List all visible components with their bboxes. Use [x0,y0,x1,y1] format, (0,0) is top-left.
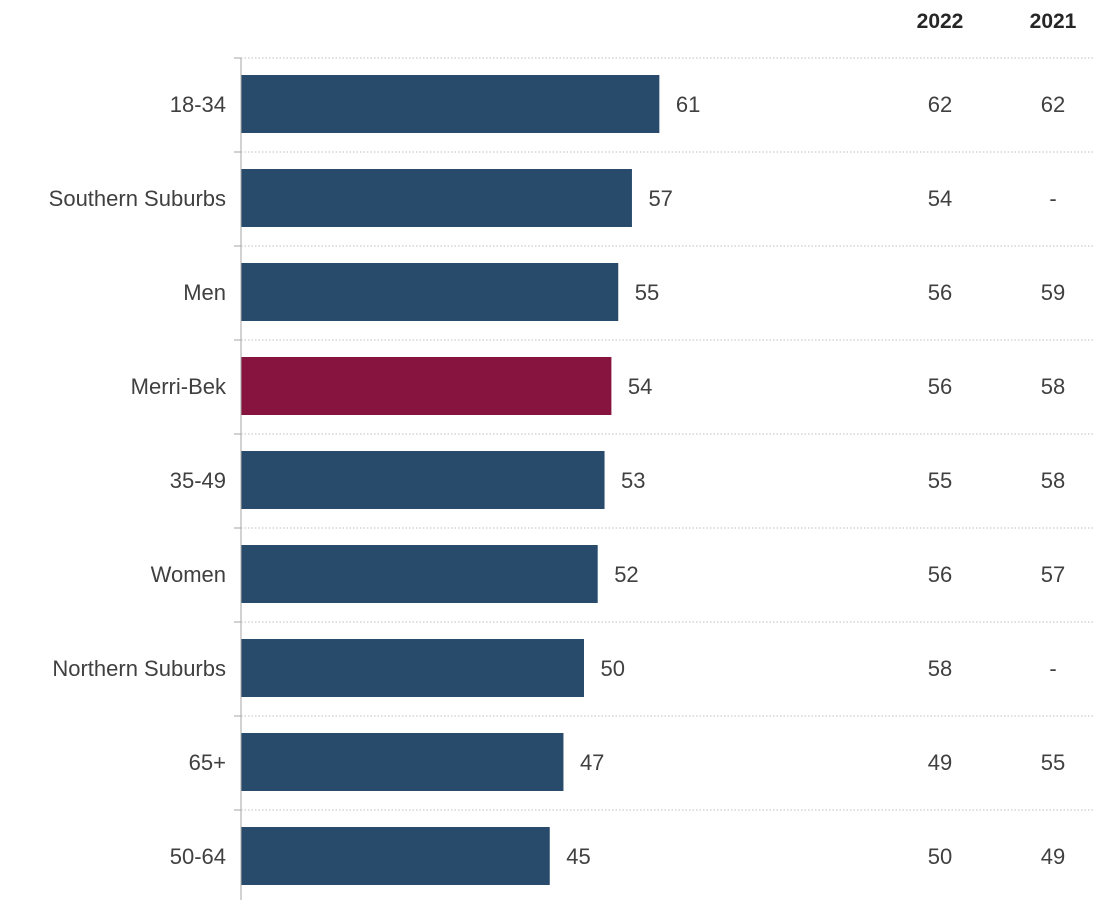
value-labels: 61 57 55 54 53 52 50 47 45 [566,92,700,869]
bar-18-34 [241,75,660,133]
table-cell-2022: 56 [928,374,952,399]
bar-50-64 [241,827,550,885]
table-cell-2022: 50 [928,844,952,869]
table-cell-2021: 55 [1041,750,1065,775]
data-label: 57 [648,186,672,211]
category-labels: 18-34 Southern Suburbs Men Merri-Bek 35-49 Wo… [49,92,227,869]
bar-men [241,263,619,321]
comparison-table: 2022 2021 62 62 54 - 56 59 56 58 55 58 56 57 58 - 49 55 50… [917,10,1077,869]
table-cell-2022: 49 [928,750,952,775]
bar-merri-bek [241,357,612,415]
column-header-2021: 2021 [1030,10,1077,33]
category-label: Northern Suburbs [52,656,226,681]
category-label: Men [183,280,226,305]
data-label: 45 [566,844,590,869]
table-cell-2021: - [1049,186,1056,211]
table-cell-2021: - [1049,656,1056,681]
y-axis [234,57,242,900]
bar-women [241,545,598,603]
table-cell-2022: 55 [928,468,952,493]
bar-65- [241,733,564,791]
table-cell-2022: 54 [928,186,952,211]
category-label: Merri-Bek [131,374,227,399]
table-cell-2021: 62 [1041,92,1065,117]
category-label: 65+ [189,750,226,775]
category-label: 35-49 [170,468,226,493]
bars [241,75,660,885]
category-label: Women [151,562,226,587]
bar-southern-suburbs [241,169,632,227]
column-header-2022: 2022 [917,10,964,33]
data-label: 55 [635,280,659,305]
table-cell-2021: 58 [1041,468,1065,493]
category-label: 50-64 [170,844,226,869]
data-label: 52 [614,562,638,587]
table-cell-2021: 58 [1041,374,1065,399]
data-label: 61 [676,92,700,117]
table-cell-2022: 56 [928,280,952,305]
category-label: 18-34 [170,92,226,117]
table-cell-2021: 59 [1041,280,1065,305]
table-cell-2021: 49 [1041,844,1065,869]
data-label: 47 [580,750,604,775]
bar-northern-suburbs [241,639,584,697]
table-cell-2022: 58 [928,656,952,681]
table-cell-2021: 57 [1041,562,1065,587]
category-label: Southern Suburbs [49,186,226,211]
data-label: 50 [601,656,625,681]
data-label: 53 [621,468,645,493]
bar-35-49 [241,451,605,509]
table-cell-2022: 62 [928,92,952,117]
data-label: 54 [628,374,652,399]
table-cell-2022: 56 [928,562,952,587]
